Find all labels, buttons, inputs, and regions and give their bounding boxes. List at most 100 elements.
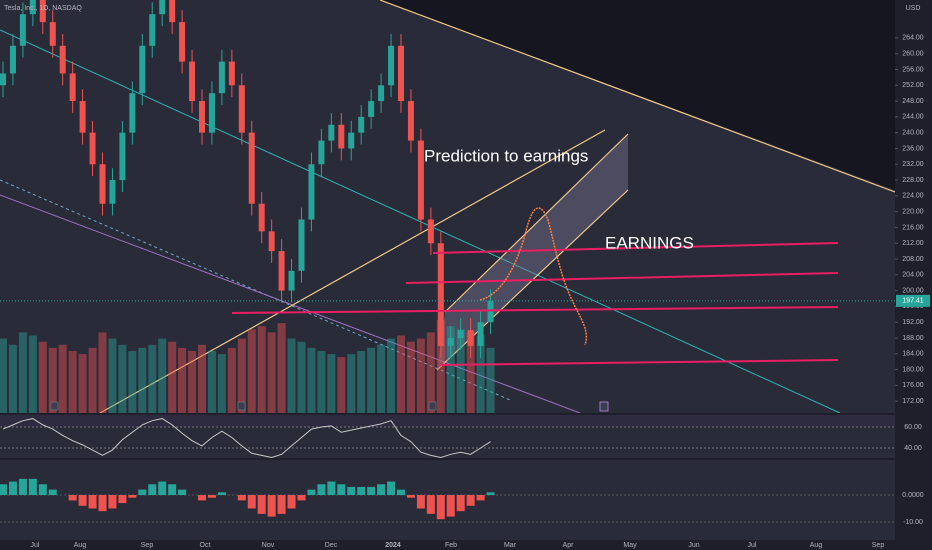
macd-label: -10.00 <box>903 519 923 526</box>
candle-body <box>417 140 424 220</box>
candle-body <box>228 61 235 86</box>
volume-bar <box>88 347 97 413</box>
candle-body <box>318 140 325 165</box>
candle-body <box>278 251 285 291</box>
currency: USD <box>906 5 921 12</box>
volume-bar <box>78 354 87 413</box>
candle-body <box>308 164 315 220</box>
volume-bar <box>28 335 37 413</box>
volume-bar <box>287 338 296 413</box>
macd-bar <box>38 484 47 496</box>
macd-bar <box>18 478 27 496</box>
volume-bar <box>227 347 236 413</box>
level-line <box>231 306 839 314</box>
candle-body <box>248 132 255 204</box>
macd-bar <box>377 484 386 496</box>
volume-bar <box>38 341 47 413</box>
volume-bar <box>158 338 167 413</box>
rsi-line <box>2 418 491 458</box>
volume-bar <box>98 332 107 413</box>
main-plot <box>0 0 895 413</box>
price-label: 220.00 <box>902 208 924 215</box>
volume-bar <box>257 326 266 413</box>
candle-body <box>159 0 166 15</box>
resistance-line <box>379 0 895 193</box>
candle-body <box>218 61 225 94</box>
candle-body <box>39 0 46 23</box>
price-label: 252.00 <box>902 82 924 89</box>
macd-bar <box>436 495 445 520</box>
volume-bar <box>307 347 316 413</box>
volume-bar <box>178 347 187 413</box>
volume-bar <box>148 344 157 413</box>
macd-bar <box>327 481 336 496</box>
candle-body <box>477 322 484 346</box>
candle-body <box>378 85 385 102</box>
macd-bar <box>267 495 276 517</box>
time-label: Aug <box>74 542 87 549</box>
event-marker <box>599 401 609 412</box>
price-label: 264.00 <box>902 35 924 42</box>
volume-bar <box>48 347 57 413</box>
macd-bar <box>98 495 107 512</box>
price-label: 216.00 <box>902 224 924 231</box>
macd-bar <box>88 495 97 509</box>
macd-bar <box>426 495 435 514</box>
candle-body <box>29 0 36 15</box>
time-label: 2024 <box>385 542 401 549</box>
dotted-trend <box>0 179 511 401</box>
volume-bar <box>387 338 396 413</box>
macd-bar <box>178 489 187 496</box>
candle-body <box>238 85 245 133</box>
volume-bar <box>397 335 405 413</box>
candle-body <box>457 330 464 338</box>
volume-bar <box>347 354 356 413</box>
last-price-label: 197.41 <box>902 298 924 305</box>
time-label: Jul <box>31 542 40 549</box>
volume-bar <box>18 332 27 413</box>
candle-body <box>69 73 76 102</box>
macd-bar <box>307 489 316 496</box>
time-label: Apr <box>563 542 575 549</box>
candle-body <box>189 61 196 102</box>
macd-bar <box>138 489 147 496</box>
volume-bar <box>327 354 336 413</box>
candle-body <box>19 14 26 46</box>
macd-bar <box>397 489 405 496</box>
macd-bar <box>118 495 127 504</box>
volume-bar <box>207 351 216 413</box>
macd-bar <box>337 484 346 496</box>
candle-body <box>59 45 66 74</box>
macd-bar <box>198 495 206 501</box>
candle-body <box>268 231 275 252</box>
time-label: May <box>623 542 637 549</box>
level-line <box>405 272 839 284</box>
macd-bar <box>217 492 226 496</box>
candle-body <box>0 73 6 86</box>
support-line <box>99 129 606 413</box>
candle-body <box>398 45 404 102</box>
volume-bar <box>267 332 276 413</box>
volume-bar <box>297 341 306 413</box>
macd-bar <box>287 495 296 509</box>
volume-bar <box>357 351 366 413</box>
macd-bar <box>247 495 256 509</box>
macd-bar <box>466 495 475 506</box>
candle-body <box>407 101 414 141</box>
volume-bar <box>237 338 246 413</box>
volume-bar <box>317 351 326 413</box>
candle-body <box>348 132 355 149</box>
macd-bar <box>48 489 57 496</box>
candle-body <box>79 101 86 133</box>
volume-bar <box>138 347 147 413</box>
rsi-label: 60.00 <box>904 424 922 431</box>
macd-bar <box>108 495 117 509</box>
macd-bar <box>387 481 396 496</box>
macd-bar <box>416 495 425 509</box>
candle-body <box>447 337 454 346</box>
macd-bar <box>347 486 356 496</box>
macd-bar <box>257 495 266 514</box>
volume-bar <box>466 332 475 413</box>
candle-body <box>139 45 146 94</box>
candle-body <box>298 219 305 271</box>
